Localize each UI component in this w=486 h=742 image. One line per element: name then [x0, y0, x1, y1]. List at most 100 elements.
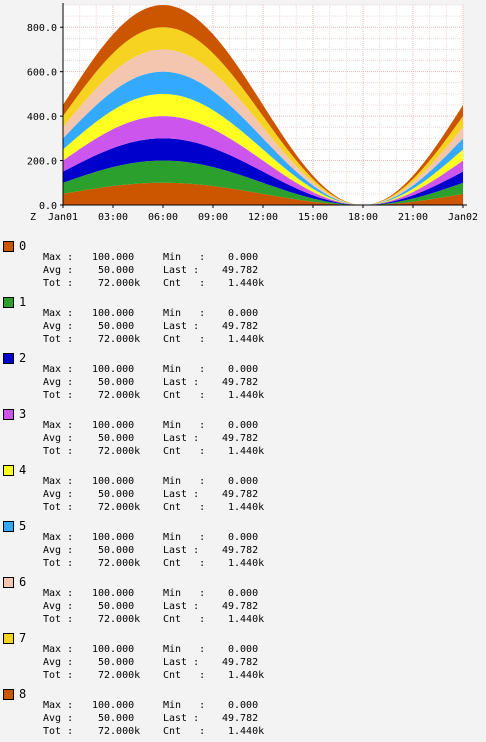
legend-avg: Avg : [43, 321, 73, 332]
x-tick-label: 15:00 [298, 212, 328, 223]
legend-avg-value: 50.000 [98, 489, 134, 500]
legend-cnt-value: 1.440k [228, 614, 264, 625]
legend-last-value: 49.782 [222, 433, 258, 444]
legend-tot-value: 72.000k [98, 670, 140, 681]
legend-max: Max : [43, 308, 73, 319]
legend-max: Max : [43, 252, 73, 263]
legend-avg-value: 50.000 [98, 545, 134, 556]
legend-entry: 2 Max : 100.000 Min : 0.000 Avg : 50.000 Last :… [0, 348, 486, 404]
legend-last: Last : [163, 601, 199, 612]
x-tick-label: 12:00 [248, 212, 278, 223]
legend-cnt-value: 1.440k [228, 334, 264, 345]
legend-max-value: 100.000 [92, 700, 134, 711]
legend-entry: 4 Max : 100.000 Min : 0.000 Avg : 50.000 Last :… [0, 460, 486, 516]
legend-tot: Tot : [43, 390, 73, 401]
legend-last-value: 49.782 [222, 321, 258, 332]
legend-cnt-value: 1.440k [228, 502, 264, 513]
legend-series-name: 1 [19, 295, 26, 309]
legend-min-value: 0.000 [228, 532, 258, 543]
legend-cnt-value: 1.440k [228, 278, 264, 289]
legend-tot: Tot : [43, 502, 73, 513]
legend-cnt: Cnt : [163, 278, 205, 289]
legend-swatch [3, 241, 14, 252]
legend-entry: 8 Max : 100.000 Min : 0.000 Avg : 50.000 Last :… [0, 684, 486, 740]
legend-swatch [3, 409, 14, 420]
legend-cnt: Cnt : [163, 446, 205, 457]
x-tick-label: 03:00 [98, 212, 128, 223]
legend-cnt: Cnt : [163, 558, 205, 569]
legend-min-value: 0.000 [228, 588, 258, 599]
legend-last: Last : [163, 657, 199, 668]
legend-last: Last : [163, 489, 199, 500]
legend-entry: 0 Max :100.000 Min :0.000 Avg :50.000 Last :… [0, 236, 486, 292]
legend-last: Last : [163, 433, 199, 444]
legend-tot-value: 72.000k [98, 614, 140, 625]
legend-tot-value: 72.000k [98, 558, 140, 569]
legend-entry: 3 Max : 100.000 Min : 0.000 Avg : 50.000 Last :… [0, 404, 486, 460]
legend-min-value: 0.000 [228, 420, 258, 431]
legend-swatch [3, 577, 14, 588]
legend-max: Max : [43, 476, 73, 487]
legend-swatch [3, 633, 14, 644]
legend-tot: Tot : [43, 726, 73, 737]
legend-tot-value: 72.000k [98, 390, 140, 401]
legend-last-value: 49.782 [222, 545, 258, 556]
legend-cnt-value: 1.440k [228, 726, 264, 737]
legend-avg: Avg : [43, 265, 73, 276]
legend-min: Min : [163, 700, 205, 711]
timezone-label: Z [30, 212, 36, 223]
legend-tot: Tot : [43, 670, 73, 681]
legend-avg: Avg : [43, 601, 73, 612]
legend-swatch [3, 465, 14, 476]
legend-last-value: 49.782 [222, 377, 258, 388]
legend-cnt-value: 1.440k [228, 390, 264, 401]
legend-series-name: 5 [19, 519, 26, 533]
legend-tot-value: 72.000k [98, 278, 140, 289]
legend-tot-value: 72.000k [98, 446, 140, 457]
legend-max: Max : [43, 588, 73, 599]
legend-last: Last : [163, 321, 199, 332]
legend-max: Max : [43, 364, 73, 375]
legend-last-value: 49.782 [222, 713, 258, 724]
legend-last-value: 49.782 [222, 657, 258, 668]
legend-min-value: 0.000 [228, 644, 258, 655]
y-tick-label: 600.0 [27, 68, 57, 79]
legend-series-name: 6 [19, 575, 26, 589]
legend-swatch [3, 297, 14, 308]
legend-cnt: Cnt : [163, 390, 205, 401]
legend-avg-value: 50.000 [98, 265, 134, 276]
legend-max: Max : [43, 700, 73, 711]
legend-min: Min : [163, 364, 205, 375]
legend-avg: Avg : [43, 545, 73, 556]
legend-cnt: Cnt : [163, 502, 205, 513]
legend-max: Max : [43, 532, 73, 543]
legend-min-value: 0.000 [228, 476, 258, 487]
legend-series-name: 2 [19, 351, 26, 365]
legend-swatch [3, 353, 14, 364]
legend-min: Min : [163, 532, 205, 543]
legend-max-value: 100.000 [92, 420, 134, 431]
legend-tot: Tot : [43, 446, 73, 457]
legend: 0 Max :100.000 Min :0.000 Avg :50.000 Last :… [0, 236, 486, 740]
y-tick-label: 200.0 [27, 157, 57, 168]
legend-max-value: 100.000 [92, 644, 134, 655]
x-tick-label: Jan02 [448, 212, 478, 223]
legend-entry: 6 Max : 100.000 Min : 0.000 Avg : 50.000 Last :… [0, 572, 486, 628]
legend-min-value: 0.000 [228, 308, 258, 319]
legend-tot-value: 72.000k [98, 334, 140, 345]
legend-tot-value: 72.000k [98, 502, 140, 513]
legend-series-name: 3 [19, 407, 26, 421]
legend-avg-value: 50.000 [98, 433, 134, 444]
legend-series-name: 8 [19, 687, 26, 701]
legend-min-value: 0.000 [228, 364, 258, 375]
x-tick-label: 06:00 [148, 212, 178, 223]
x-tick-label: 09:00 [198, 212, 228, 223]
legend-max: Max : [43, 644, 73, 655]
legend-cnt: Cnt : [163, 670, 205, 681]
legend-last-value: 49.782 [222, 265, 258, 276]
legend-entry: 7 Max : 100.000 Min : 0.000 Avg : 50.000 Last :… [0, 628, 486, 684]
legend-avg-value: 50.000 [98, 377, 134, 388]
legend-last: Last : [163, 265, 199, 276]
x-tick-label: 18:00 [348, 212, 378, 223]
legend-avg: Avg : [43, 433, 73, 444]
